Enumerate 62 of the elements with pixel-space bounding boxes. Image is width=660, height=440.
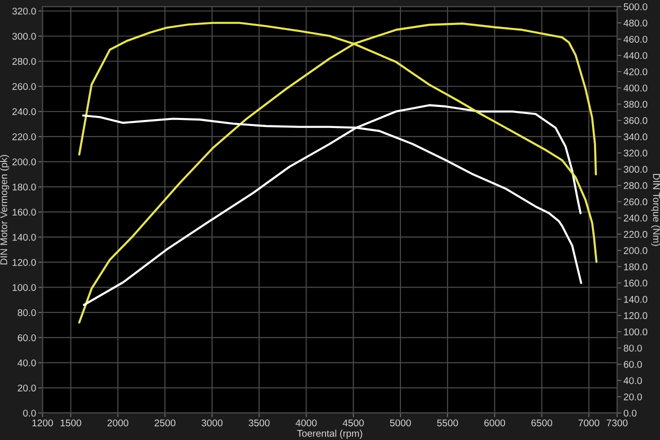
y-tick-label: 140.0 — [12, 234, 36, 241]
x-tick-label: 7000 — [578, 419, 600, 426]
x-tick-label: 3500 — [248, 419, 270, 426]
x-tick-label: 4000 — [296, 419, 317, 426]
x-tick-label: 1500 — [60, 419, 82, 426]
y2-tick-label: 240.0 — [624, 214, 648, 222]
x-tick-label: 6000 — [484, 419, 506, 426]
x-tick-label: 1200 — [32, 419, 53, 426]
x-tick-label: 4500 — [342, 419, 364, 426]
y-tick-label: 100.0 — [12, 284, 36, 291]
line-series — [82, 104, 582, 306]
y-tick-label: 180.0 — [12, 184, 36, 190]
y-tick-label: 40.0 — [18, 359, 36, 366]
y2-tick-label: 380.0 — [624, 100, 648, 108]
y-axis-title: DIN Motor Vermogen (pk) — [0, 155, 10, 264]
y2-tick-label: 120.0 — [624, 312, 648, 320]
y2-tick-label: 440.0 — [624, 52, 648, 59]
y-tick-label: 260.0 — [12, 83, 36, 90]
y2-tick-label: 40.0 — [624, 377, 642, 384]
y-tick-label: 200.0 — [12, 158, 36, 166]
y2-tick-label: 200.0 — [624, 247, 648, 254]
x-tick-label: 6500 — [531, 419, 552, 426]
y-tick-label: 60.0 — [18, 334, 36, 342]
x-tick-label: 5500 — [437, 419, 458, 426]
y2-tick-label: 260.0 — [624, 198, 648, 206]
x-tick-label: 2500 — [154, 419, 176, 426]
y2-tick-label: 0.0 — [624, 410, 636, 417]
y2-tick-label: 20.0 — [624, 393, 642, 400]
y2-tick-label: 80.0 — [624, 344, 642, 352]
x-axis-title: Toerental (rpm) — [297, 430, 362, 439]
x-tick-label: 2000 — [108, 419, 128, 426]
y-tick-label: 20.0 — [18, 384, 36, 392]
y-tick-label: 160.0 — [12, 208, 36, 216]
y2-tick-label: 320.0 — [624, 150, 648, 157]
y2-tick-label: 160.0 — [624, 280, 648, 287]
y2-tick-label: 400.0 — [624, 84, 648, 92]
y-tick-label: 80.0 — [18, 309, 36, 316]
y2-tick-label: 460.0 — [624, 36, 648, 43]
y2-tick-label: 340.0 — [624, 133, 648, 140]
y2-tick-label: 140.0 — [624, 296, 648, 303]
y-tick-label: 240.0 — [12, 108, 36, 116]
x-tick-label: 5000 — [390, 419, 411, 426]
y2-axis-title: DIN Torque (Nm) — [651, 174, 660, 246]
y-tick-label: 120.0 — [12, 258, 36, 266]
y-tick-label: 320.0 — [12, 8, 36, 15]
y2-tick-label: 500.0 — [624, 3, 648, 10]
y-tick-label: 0.0 — [23, 410, 36, 417]
y-tick-label: 280.0 — [12, 58, 36, 65]
y2-tick-label: 360.0 — [624, 117, 648, 124]
x-tick-label: 3000 — [202, 419, 222, 426]
y2-tick-label: 480.0 — [624, 20, 648, 26]
y2-tick-label: 180.0 — [624, 263, 648, 270]
y2-tick-label: 420.0 — [624, 68, 648, 76]
y2-tick-label: 220.0 — [624, 230, 648, 238]
y2-tick-label: 300.0 — [624, 166, 648, 173]
y-tick-label: 220.0 — [12, 133, 36, 140]
y-tick-label: 300.0 — [12, 32, 36, 40]
y2-tick-label: 100.0 — [624, 328, 648, 336]
y2-tick-label: 60.0 — [624, 360, 642, 368]
line-series — [78, 22, 597, 324]
y2-tick-label: 280.0 — [624, 182, 648, 190]
x-tick-label: 7300 — [606, 419, 628, 426]
